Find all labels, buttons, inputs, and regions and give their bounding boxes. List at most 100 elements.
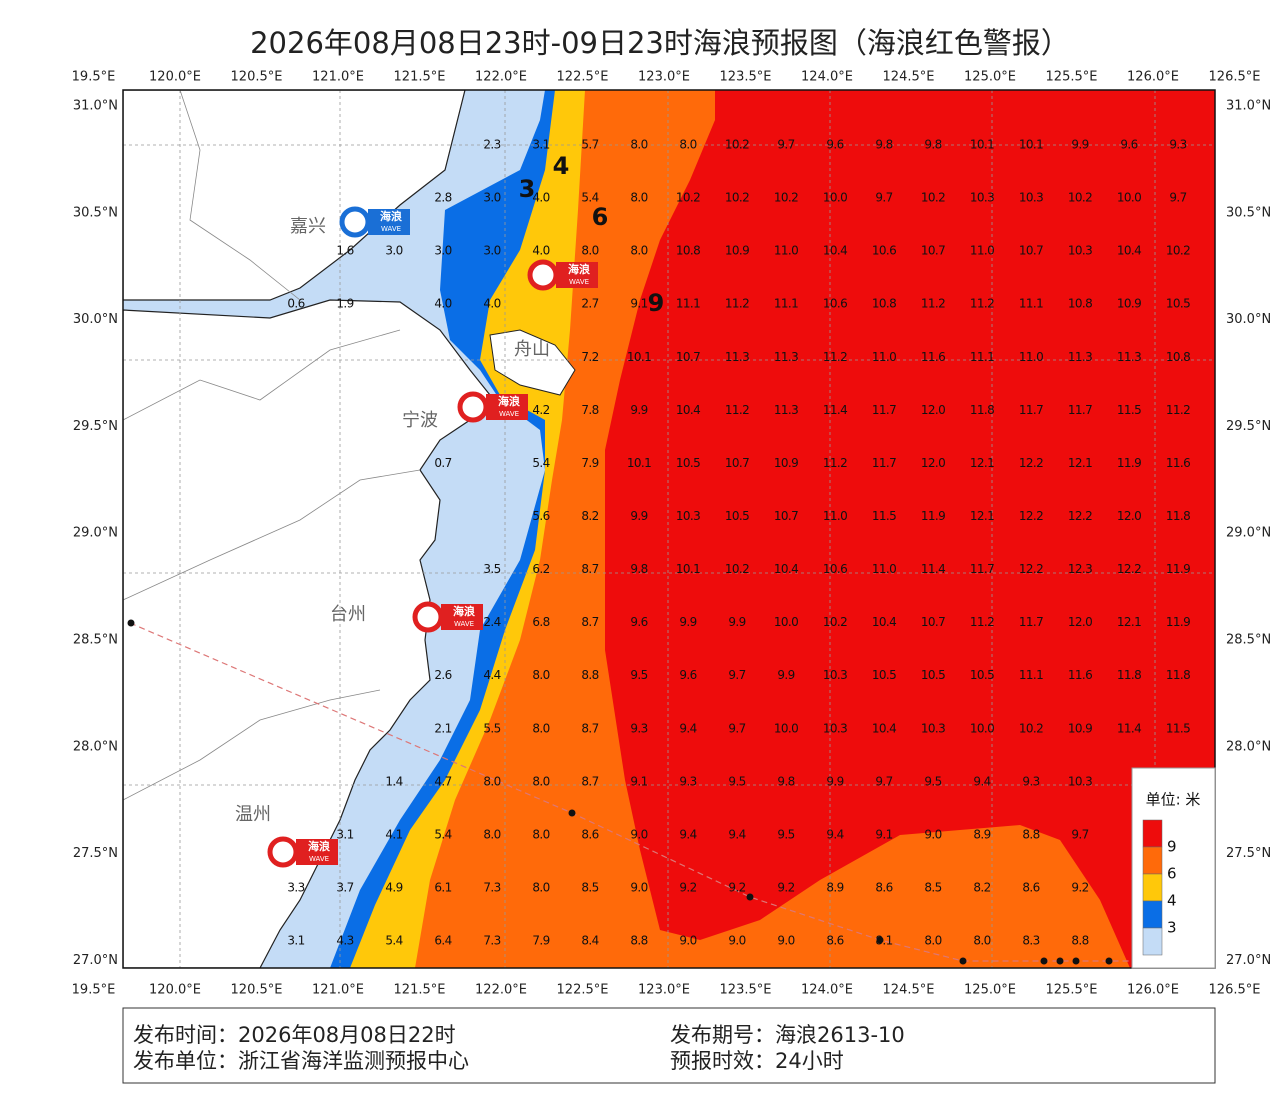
legend-swatch bbox=[1142, 873, 1163, 902]
wave-height-value: 8.9 bbox=[826, 880, 843, 894]
wave-height-value: 12.0 bbox=[1117, 509, 1141, 523]
lat-label: 28.5°N bbox=[1226, 633, 1271, 648]
wave-height-value: 10.3 bbox=[823, 721, 847, 735]
place-name: 宁波 bbox=[402, 410, 438, 431]
wave-height-value: 8.0 bbox=[532, 668, 549, 682]
lon-label: 123.5°E bbox=[720, 983, 772, 998]
wave-height-value: 12.1 bbox=[1068, 456, 1092, 470]
wave-height-value: 10.9 bbox=[1117, 297, 1141, 311]
contour-label: 9 bbox=[648, 289, 665, 317]
wave-height-value: 10.9 bbox=[1068, 721, 1092, 735]
wave-height-value: 11.2 bbox=[970, 615, 994, 629]
wave-height-value: 9.9 bbox=[630, 509, 647, 523]
wave-height-value: 12.2 bbox=[1019, 456, 1043, 470]
wave-height-value: 9.6 bbox=[1120, 138, 1137, 152]
wave-height-value: 9.7 bbox=[1169, 191, 1186, 205]
wave-height-value: 9.6 bbox=[826, 138, 843, 152]
wave-height-value: 9.0 bbox=[777, 934, 794, 948]
icon-swirl bbox=[267, 836, 299, 868]
wave-height-value: 10.9 bbox=[725, 244, 749, 258]
lon-label: 126.0°E bbox=[1127, 70, 1179, 85]
wave-height-value: 9.8 bbox=[630, 562, 647, 576]
wave-height-value: 10.5 bbox=[676, 456, 700, 470]
wave-height-value: 5.6 bbox=[532, 509, 549, 523]
icon-sub: WAVE bbox=[569, 278, 589, 286]
lon-label: 125.5°E bbox=[1046, 983, 1098, 998]
wave-height-value: 9.6 bbox=[679, 668, 696, 682]
wave-height-value: 10.2 bbox=[774, 191, 798, 205]
map-title: 2026年08月08日23时-09日23时海浪预报图（海浪红色警报） bbox=[250, 26, 1070, 60]
wave-height-value: 8.3 bbox=[1022, 934, 1039, 948]
wave-height-value: 8.8 bbox=[581, 668, 598, 682]
lon-label: 124.0°E bbox=[801, 983, 853, 998]
wave-height-value: 8.0 bbox=[973, 934, 990, 948]
wave-height-value: 5.4 bbox=[385, 934, 402, 948]
wave-height-value: 9.8 bbox=[875, 138, 892, 152]
lon-label: 122.0°E bbox=[475, 70, 527, 85]
wave-height-value: 9.5 bbox=[728, 774, 745, 788]
wave-height-value: 9.5 bbox=[777, 827, 794, 841]
wave-height-value: 8.7 bbox=[581, 615, 598, 629]
wave-height-value: 10.8 bbox=[1166, 350, 1190, 364]
lon-label: 120.0°E bbox=[149, 983, 201, 998]
wave-height-value: 11.6 bbox=[921, 350, 945, 364]
wave-height-value: 8.5 bbox=[924, 880, 941, 894]
wave-height-value: 10.3 bbox=[970, 191, 994, 205]
wave-height-value: 7.3 bbox=[483, 880, 500, 894]
wave-height-value: 10.5 bbox=[872, 668, 896, 682]
icon-swirl bbox=[412, 601, 444, 633]
place-name: 温州 bbox=[235, 804, 271, 825]
icon-badge bbox=[296, 839, 338, 865]
wave-height-value: 10.0 bbox=[774, 721, 798, 735]
wave-height-value: 3.0 bbox=[434, 244, 451, 258]
wave-height-value: 8.5 bbox=[581, 880, 598, 894]
wave-height-value: 7.9 bbox=[581, 456, 598, 470]
wave-height-value: 9.3 bbox=[1022, 774, 1039, 788]
wave-height-value: 9.4 bbox=[679, 721, 696, 735]
legend-swatch bbox=[1142, 846, 1163, 875]
wave-height-value: 11.4 bbox=[823, 403, 847, 417]
wave-height-value: 10.3 bbox=[823, 668, 847, 682]
wave-height-value: 12.2 bbox=[1019, 562, 1043, 576]
wave-height-value: 2.7 bbox=[581, 297, 598, 311]
wave-height-value: 11.9 bbox=[1166, 615, 1190, 629]
wave-height-value: 11.6 bbox=[1166, 456, 1190, 470]
wave-height-value: 10.1 bbox=[970, 138, 994, 152]
wave-height-value: 11.9 bbox=[1166, 562, 1190, 576]
wave-height-value: 10.4 bbox=[1117, 244, 1141, 258]
icon-sub: WAVE bbox=[499, 410, 519, 418]
wave-height-value: 11.5 bbox=[1117, 403, 1141, 417]
wave-height-value: 6.8 bbox=[532, 615, 549, 629]
wave-height-value: 10.0 bbox=[1117, 191, 1141, 205]
wave-height-value: 12.0 bbox=[921, 403, 945, 417]
wave-height-value: 11.1 bbox=[676, 297, 700, 311]
wave-height-value: 10.3 bbox=[1019, 191, 1043, 205]
wave-height-value: 11.1 bbox=[774, 297, 798, 311]
wave-icon: 海浪 WAVE bbox=[339, 206, 410, 238]
wave-height-value: 11.8 bbox=[970, 403, 994, 417]
wave-height-value: 11.5 bbox=[1166, 721, 1190, 735]
wave-height-value: 6.2 bbox=[532, 562, 549, 576]
wave-height-value: 9.4 bbox=[826, 827, 843, 841]
wave-height-value: 8.0 bbox=[581, 244, 598, 258]
land bbox=[123, 90, 466, 301]
wave-height-value: 10.5 bbox=[921, 668, 945, 682]
lon-label: 126.5°E bbox=[1209, 983, 1261, 998]
wave-height-value: 7.8 bbox=[581, 403, 598, 417]
wave-height-value: 8.8 bbox=[1022, 827, 1039, 841]
wave-height-value: 9.9 bbox=[679, 615, 696, 629]
wave-height-value: 9.1 bbox=[630, 297, 647, 311]
lon-label: 125.0°E bbox=[964, 70, 1016, 85]
wave-height-value: 11.9 bbox=[1117, 456, 1141, 470]
wave-height-value: 10.8 bbox=[1068, 297, 1092, 311]
wave-height-value: 10.3 bbox=[1068, 244, 1092, 258]
wave-height-value: 9.0 bbox=[630, 880, 647, 894]
lat-label: 27.5°N bbox=[1226, 846, 1271, 861]
wave-height-value: 9.7 bbox=[777, 138, 794, 152]
wave-height-value: 11.2 bbox=[970, 297, 994, 311]
issue-number: 发布期号：海浪2613-10 bbox=[670, 1023, 905, 1047]
wave-height-value: 10.7 bbox=[921, 615, 945, 629]
wave-height-value: 10.4 bbox=[774, 562, 798, 576]
issuer: 发布单位：浙江省海洋监测预报中心 bbox=[133, 1049, 469, 1073]
